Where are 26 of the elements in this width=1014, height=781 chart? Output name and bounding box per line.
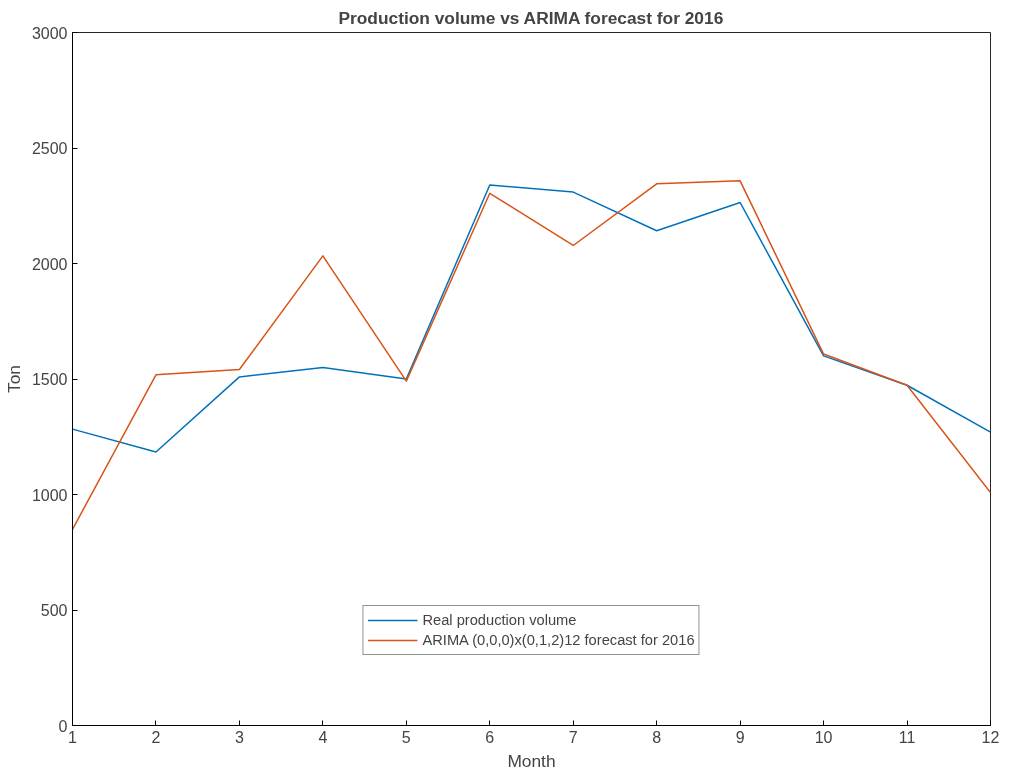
x-tick-label: 3 [234, 728, 244, 746]
x-tick-label: 1 [68, 728, 78, 746]
y-tick-label: 1500 [31, 371, 68, 388]
legend-label: Real production volume [422, 612, 577, 628]
legend-label: ARIMA (0,0,0)x(0,1,2)12 forecast for 2016 [422, 632, 695, 648]
y-tick-label: 2500 [31, 140, 68, 157]
x-tick-label: 10 [814, 728, 833, 746]
x-tick-label: 11 [898, 728, 916, 746]
x-tick-label: 7 [568, 728, 578, 746]
x-tick-label: 12 [981, 728, 1000, 746]
y-tick-label: 3000 [31, 24, 68, 42]
y-tick-label: 2000 [31, 255, 68, 273]
x-tick-label: 4 [318, 728, 328, 746]
y-tick-label: 0 [58, 717, 68, 735]
x-tick-label: 2 [151, 728, 161, 746]
x-tick-label: 6 [485, 728, 495, 746]
y-tick-label: 500 [40, 602, 68, 619]
x-tick-label: 8 [652, 728, 662, 746]
chart-title: Production volume vs ARIMA forecast for 2016 [338, 7, 724, 28]
x-tick-label: 9 [735, 728, 745, 746]
line-series [72, 180, 991, 531]
y-tick-label: 1000 [31, 486, 68, 504]
x-axis-title: Month [507, 750, 556, 771]
x-tick-label: 5 [401, 728, 411, 746]
y-axis-title: Ton [3, 365, 24, 393]
line-series [72, 184, 991, 453]
